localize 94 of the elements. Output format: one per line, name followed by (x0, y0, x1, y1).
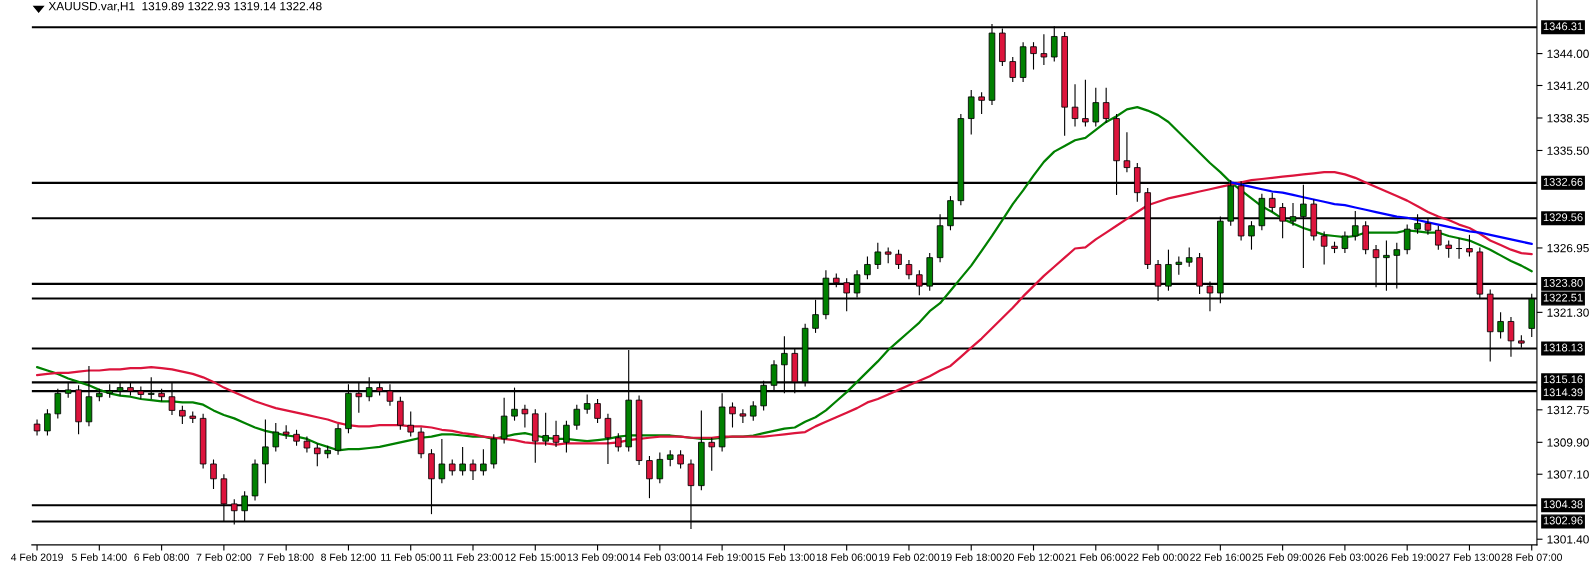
ref-line-label: 1329.56 (1543, 213, 1583, 222)
candlestick (1092, 87, 1100, 128)
candlestick (1082, 79, 1089, 128)
x-tick-label: 11 Feb 23:00 (443, 553, 503, 561)
candlestick (1123, 131, 1131, 173)
x-tick-label: 20 Feb 12:00 (1003, 553, 1064, 561)
ref-line-label: 1332.66 (1543, 177, 1583, 186)
candlestick (874, 242, 882, 270)
candlestick (179, 405, 186, 425)
candlestick (500, 397, 508, 445)
candlestick (521, 404, 529, 429)
candlestick (210, 458, 217, 490)
candlestick (1102, 87, 1110, 124)
x-tick-label: 13 Feb 09:00 (567, 553, 628, 561)
candlestick (407, 410, 414, 438)
y-tick-label: 1344.00 (1547, 49, 1589, 58)
line-series (1229, 181, 1533, 246)
candlestick (646, 455, 653, 499)
candlestick (397, 396, 404, 431)
candlestick (44, 408, 51, 437)
x-tick-label: 26 Feb 19:00 (1377, 553, 1438, 561)
candlestick (864, 255, 871, 280)
chart-title: XAUUSD.var,H1 1319.89 1322.93 1319.14 1322.48 (48, 1, 322, 12)
candlestick (1185, 246, 1193, 268)
candlestick (749, 400, 757, 422)
candlestick (1248, 220, 1255, 251)
x-tick-label: 4 Feb 2019 (10, 553, 63, 561)
ref-line-label: 1302.96 (1543, 516, 1583, 525)
ref-line-label: 1304.38 (1543, 500, 1583, 509)
x-tick-label: 25 Feb 09:00 (1252, 553, 1313, 561)
candlestick (1466, 234, 1473, 258)
candlestick (1362, 220, 1369, 255)
x-tick-label: 14 Feb 19:00 (692, 553, 753, 561)
x-tick-label: 19 Feb 02:00 (879, 553, 940, 561)
y-tick-label: 1309.90 (1547, 438, 1589, 447)
ref-line-label: 1322.51 (1543, 293, 1583, 302)
x-tick-label: 14 Feb 03:00 (629, 553, 691, 561)
candlestick (978, 91, 985, 115)
ref-line-label: 1315.16 (1543, 375, 1583, 384)
x-tick-label: 8 Feb 12:00 (321, 553, 376, 561)
candlestick (729, 401, 736, 429)
y-tick-label: 1321.30 (1547, 308, 1589, 317)
candlestick (656, 452, 664, 484)
ref-line-label: 1318.13 (1543, 343, 1583, 352)
candlestick (1435, 225, 1442, 251)
x-tick-label: 22 Feb 00:00 (1127, 553, 1189, 561)
x-tick-label: 11 Feb 05:00 (381, 553, 441, 561)
candlestick (542, 412, 549, 447)
candlestick (1403, 224, 1411, 255)
candlestick (1071, 83, 1079, 128)
x-tick-label: 28 Feb 07:00 (1501, 553, 1563, 561)
candlestick (1320, 230, 1328, 266)
y-tick-label: 1338.35 (1547, 114, 1589, 123)
x-tick-label: 7 Feb 02:00 (196, 553, 252, 561)
y-tick-label: 1301.40 (1547, 535, 1589, 544)
candlestick (583, 393, 591, 415)
x-tick-label: 21 Feb 06:00 (1065, 553, 1127, 561)
ref-line-label: 1323.80 (1543, 278, 1583, 287)
x-tick-label: 22 Feb 16:00 (1190, 553, 1251, 561)
candlestick (314, 442, 321, 467)
x-tick-label: 18 Feb 06:00 (816, 553, 877, 561)
candlestick (967, 89, 975, 136)
candlestick (438, 438, 446, 484)
candlestick (895, 249, 902, 270)
y-tick-label: 1312.75 (1547, 405, 1589, 415)
x-tick-label: 15 Feb 13:00 (754, 553, 815, 561)
candlestick (459, 446, 466, 476)
candlestick (1268, 192, 1276, 213)
x-tick-label: 26 Feb 03:00 (1314, 553, 1376, 561)
candlestick (739, 408, 747, 424)
candlestick (573, 404, 581, 431)
y-tick-label: 1326.95 (1547, 243, 1589, 253)
x-tick-label: 6 Feb 08:00 (134, 553, 189, 561)
x-tick-label: 12 Feb 15:00 (505, 553, 566, 561)
y-tick-label: 1307.10 (1547, 470, 1589, 479)
candlestick (1030, 41, 1037, 71)
candlestick (1040, 33, 1048, 66)
ref-line-label: 1346.31 (1543, 22, 1583, 31)
candlestick (594, 398, 601, 424)
candlestick (1009, 56, 1017, 83)
candlestick (677, 449, 684, 470)
candlestick (469, 458, 477, 481)
candlestick (1175, 255, 1183, 276)
ref-line-label: 1314.39 (1543, 388, 1583, 397)
x-tick-label: 7 Feb 18:00 (258, 553, 314, 561)
x-tick-label: 19 Feb 18:00 (941, 553, 1002, 561)
candlestick (1497, 311, 1504, 340)
candlestick (905, 259, 913, 280)
x-tick-label: 27 Feb 13:00 (1439, 553, 1500, 561)
candlestick (1341, 230, 1349, 254)
candlestick (480, 448, 487, 476)
y-tick-label: 1335.50 (1547, 146, 1589, 155)
y-tick-label: 1341.20 (1547, 81, 1589, 90)
x-tick-label: 5 Feb 14:00 (71, 553, 127, 561)
